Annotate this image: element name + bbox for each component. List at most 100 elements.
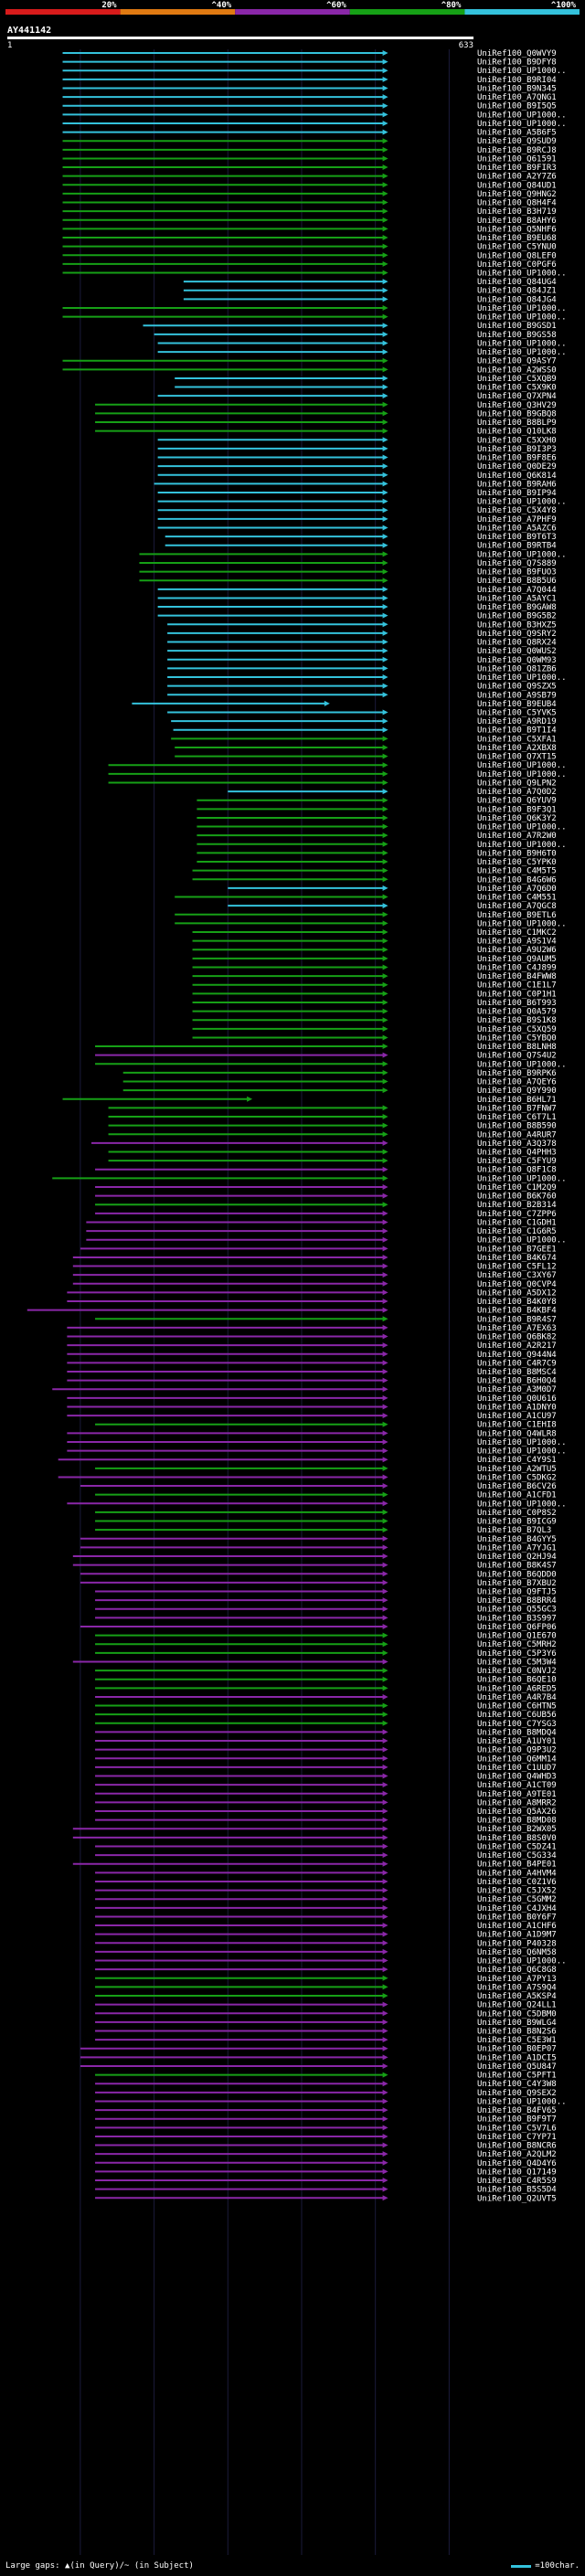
hit-label[interactable]: UniRef100_B4GYY5 [477, 1535, 557, 1544]
hit-label[interactable]: UniRef100_Q0WVY9 [477, 49, 557, 58]
hit-label[interactable]: UniRef100_A1UY01 [477, 1737, 557, 1746]
hit-label[interactable]: UniRef100_C4R7C9 [477, 1359, 557, 1368]
hit-label[interactable]: UniRef100_C7YSG3 [477, 1720, 557, 1729]
hit-label[interactable]: UniRef100_B9RPK6 [477, 1069, 557, 1078]
hit-label[interactable]: UniRef100_C4JXH4 [477, 1904, 557, 1913]
hit-label[interactable]: UniRef100_Q0CVP4 [477, 1280, 557, 1289]
hit-label[interactable]: UniRef100_Q6YUV9 [477, 797, 557, 806]
hit-label[interactable]: UniRef100_B4G6W6 [477, 875, 557, 885]
hit-label[interactable]: UniRef100_A9S1V4 [477, 938, 557, 947]
hit-label[interactable]: UniRef100_C5YNU0 [477, 243, 557, 252]
hit-label[interactable]: UniRef100_UP1000.. [477, 339, 567, 348]
hit-label[interactable]: UniRef100_Q84UG4 [477, 278, 557, 287]
hit-label[interactable]: UniRef100_Q6BK82 [477, 1333, 557, 1342]
hit-label[interactable]: UniRef100_Q6K814 [477, 472, 557, 481]
hit-label[interactable]: UniRef100_B0Y6F7 [477, 1913, 557, 1922]
hit-label[interactable]: UniRef100_A6RED5 [477, 1684, 557, 1693]
hit-label[interactable]: UniRef100_Q4WHD3 [477, 1773, 557, 1782]
hit-label[interactable]: UniRef100_A1DCI5 [477, 2053, 557, 2062]
hit-label[interactable]: UniRef100_B8BRR4 [477, 1596, 557, 1606]
hit-label[interactable]: UniRef100_C4Y9S1 [477, 1456, 557, 1465]
hit-label[interactable]: UniRef100_C5XFA1 [477, 735, 557, 744]
hit-label[interactable]: UniRef100_A1D9M7 [477, 1931, 557, 1940]
hit-label[interactable]: UniRef100_UP1000.. [477, 313, 567, 323]
hit-label[interactable]: UniRef100_Q84JZ1 [477, 287, 557, 296]
hit-label[interactable]: UniRef100_A1DNY0 [477, 1403, 557, 1412]
hit-label[interactable]: UniRef100_B8LNH8 [477, 1043, 557, 1052]
hit-label[interactable]: UniRef100_A9TE01 [477, 1790, 557, 1799]
hit-label[interactable]: UniRef100_Q84UD1 [477, 181, 557, 190]
hit-label[interactable]: UniRef100_Q84JG4 [477, 295, 557, 304]
hit-label[interactable]: UniRef100_UP1000.. [477, 498, 567, 507]
hit-label[interactable]: UniRef100_A7PHF9 [477, 515, 557, 525]
hit-label[interactable]: UniRef100_A2XBX8 [477, 744, 557, 753]
hit-label[interactable]: UniRef100_Q55GC3 [477, 1606, 557, 1615]
hit-label[interactable]: UniRef100_Q7S889 [477, 559, 557, 568]
hit-label[interactable]: UniRef100_B8N2S6 [477, 2028, 557, 2037]
hit-label[interactable]: UniRef100_UP1000.. [477, 1174, 567, 1183]
hit-label[interactable]: UniRef100_Q7XPN4 [477, 392, 557, 401]
hit-label[interactable]: UniRef100_A1CFD1 [477, 1491, 557, 1500]
hit-label[interactable]: UniRef100_C6HTN5 [477, 1702, 557, 1712]
hit-label[interactable]: UniRef100_B8AHY6 [477, 217, 557, 226]
hit-label[interactable]: UniRef100_B9ICG9 [477, 1518, 557, 1527]
hit-label[interactable]: UniRef100_Q0WUS2 [477, 647, 557, 656]
hit-label[interactable]: UniRef100_Q5U847 [477, 2062, 557, 2072]
hit-label[interactable]: UniRef100_Q6K3Y2 [477, 814, 557, 823]
hit-label[interactable]: UniRef100_B3H719 [477, 207, 557, 217]
hit-label[interactable]: UniRef100_Q8H4F4 [477, 199, 557, 208]
hit-label[interactable]: UniRef100_Q6MM14 [477, 1754, 557, 1764]
hit-label[interactable]: UniRef100_C5PFT1 [477, 2072, 557, 2081]
hit-label[interactable]: UniRef100_A7S9Q4 [477, 1983, 557, 1992]
hit-label[interactable]: UniRef100_A5B6F5 [477, 129, 557, 138]
hit-label[interactable]: UniRef100_B9N345 [477, 84, 557, 93]
hit-label[interactable]: UniRef100_Q2HJ94 [477, 1553, 557, 1562]
hit-label[interactable]: UniRef100_C7ZPP6 [477, 1210, 557, 1219]
hit-label[interactable]: UniRef100_B2WX05 [477, 1825, 557, 1834]
hit-label[interactable]: UniRef100_B6HL71 [477, 1096, 557, 1105]
hit-label[interactable]: UniRef100_B9GS58 [477, 331, 557, 340]
hit-label[interactable]: UniRef100_B8B590 [477, 1122, 557, 1131]
hit-label[interactable]: UniRef100_B9I3P3 [477, 445, 557, 454]
hit-label[interactable]: UniRef100_A4RUR7 [477, 1130, 557, 1140]
hit-label[interactable]: UniRef100_Q6NM58 [477, 1948, 557, 1957]
hit-label[interactable]: UniRef100_B8MDQ4 [477, 1728, 557, 1737]
hit-label[interactable]: UniRef100_C5E3W1 [477, 2036, 557, 2045]
hit-label[interactable]: UniRef100_Q9AUM5 [477, 955, 557, 964]
hit-label[interactable]: UniRef100_B9RTB4 [477, 542, 557, 551]
hit-label[interactable]: UniRef100_UP1000.. [477, 1957, 567, 1966]
hit-label[interactable]: UniRef100_UP1000.. [477, 841, 567, 850]
hit-label[interactable]: UniRef100_Q8RX24 [477, 639, 557, 648]
hit-label[interactable]: UniRef100_Q0DE29 [477, 462, 557, 472]
hit-label[interactable]: UniRef100_A9U2W6 [477, 946, 557, 955]
hit-label[interactable]: UniRef100_Q9LPN2 [477, 779, 557, 788]
hit-label[interactable]: UniRef100_Q81ZB6 [477, 664, 557, 673]
hit-label[interactable]: UniRef100_C0P1H1 [477, 990, 557, 999]
hit-label[interactable]: UniRef100_B5S5D4 [477, 2186, 557, 2195]
hit-label[interactable]: UniRef100_B9H6T0 [477, 849, 557, 858]
hit-label[interactable]: UniRef100_B9F8E6 [477, 454, 557, 463]
hit-label[interactable]: UniRef100_B4K674 [477, 1254, 557, 1263]
hit-label[interactable]: UniRef100_UP1000.. [477, 823, 567, 832]
hit-label[interactable]: UniRef100_UP1000.. [477, 67, 567, 76]
hit-label[interactable]: UniRef100_B9F3Q1 [477, 805, 557, 814]
hit-label[interactable]: UniRef100_C0P8S2 [477, 1509, 557, 1518]
hit-label[interactable]: UniRef100_Q9SEX2 [477, 2089, 557, 2098]
hit-label[interactable]: UniRef100_UP1000.. [477, 2097, 567, 2106]
hit-label[interactable]: UniRef100_Q8LEF0 [477, 251, 557, 260]
hit-label[interactable]: UniRef100_A7PY13 [477, 1975, 557, 1984]
hit-label[interactable]: UniRef100_A7Q044 [477, 586, 557, 595]
hit-label[interactable]: UniRef100_A7EX63 [477, 1324, 557, 1333]
hit-label[interactable]: UniRef100_C5GMM2 [477, 1895, 557, 1904]
hit-label[interactable]: UniRef100_B0EP07 [477, 2045, 557, 2054]
hit-label[interactable]: UniRef100_Q9ASY7 [477, 357, 557, 366]
hit-label[interactable]: UniRef100_Q9FTJ5 [477, 1588, 557, 1597]
hit-label[interactable]: UniRef100_B9EUB4 [477, 700, 557, 709]
hit-label[interactable]: UniRef100_Q9HNG2 [477, 190, 557, 199]
hit-label[interactable]: UniRef100_B6QE10 [477, 1676, 557, 1685]
hit-label[interactable]: UniRef100_C1EHI8 [477, 1421, 557, 1430]
hit-label[interactable]: UniRef100_B9G5B2 [477, 612, 557, 621]
hit-label[interactable]: UniRef100_B2B314 [477, 1201, 557, 1210]
hit-label[interactable]: UniRef100_C1GDH1 [477, 1218, 557, 1227]
hit-label[interactable]: UniRef100_B9DFY8 [477, 58, 557, 68]
